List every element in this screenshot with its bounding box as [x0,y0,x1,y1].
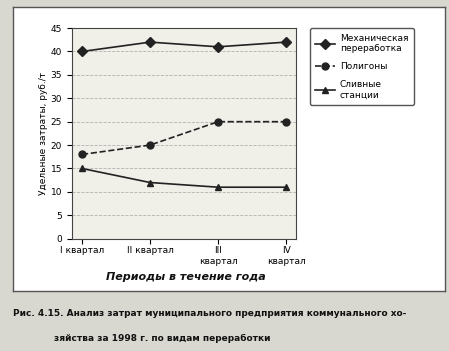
Сливные
станции [79,166,85,171]
Y-axis label: Удельные затраты, руб./т: Удельные затраты, руб./т [39,72,48,195]
Полигоны [216,120,221,124]
Механическая
переработка [283,40,289,44]
Legend: Механическая
переработка, Полигоны, Сливные
станции: Механическая переработка, Полигоны, Слив… [310,28,414,105]
Line: Сливные
станции: Сливные станции [79,165,290,191]
Полигоны [283,120,289,124]
Механическая
переработка [79,49,85,54]
Механическая
переработка [216,45,221,49]
Полигоны [79,152,85,157]
Полигоны [147,143,153,147]
Сливные
станции [283,185,289,189]
Text: Периоды в течение года: Периоды в течение года [106,272,266,282]
Сливные
станции [216,185,221,189]
Сливные
станции [147,180,153,185]
Text: зяйства за 1998 г. по видам переработки: зяйства за 1998 г. по видам переработки [54,333,270,343]
Line: Механическая
переработка: Механическая переработка [79,39,290,55]
Text: Рис. 4.15. Анализ затрат муниципального предприятия коммунального хо-: Рис. 4.15. Анализ затрат муниципального … [13,309,407,318]
Механическая
переработка [147,40,153,44]
Line: Полигоны: Полигоны [79,118,290,158]
